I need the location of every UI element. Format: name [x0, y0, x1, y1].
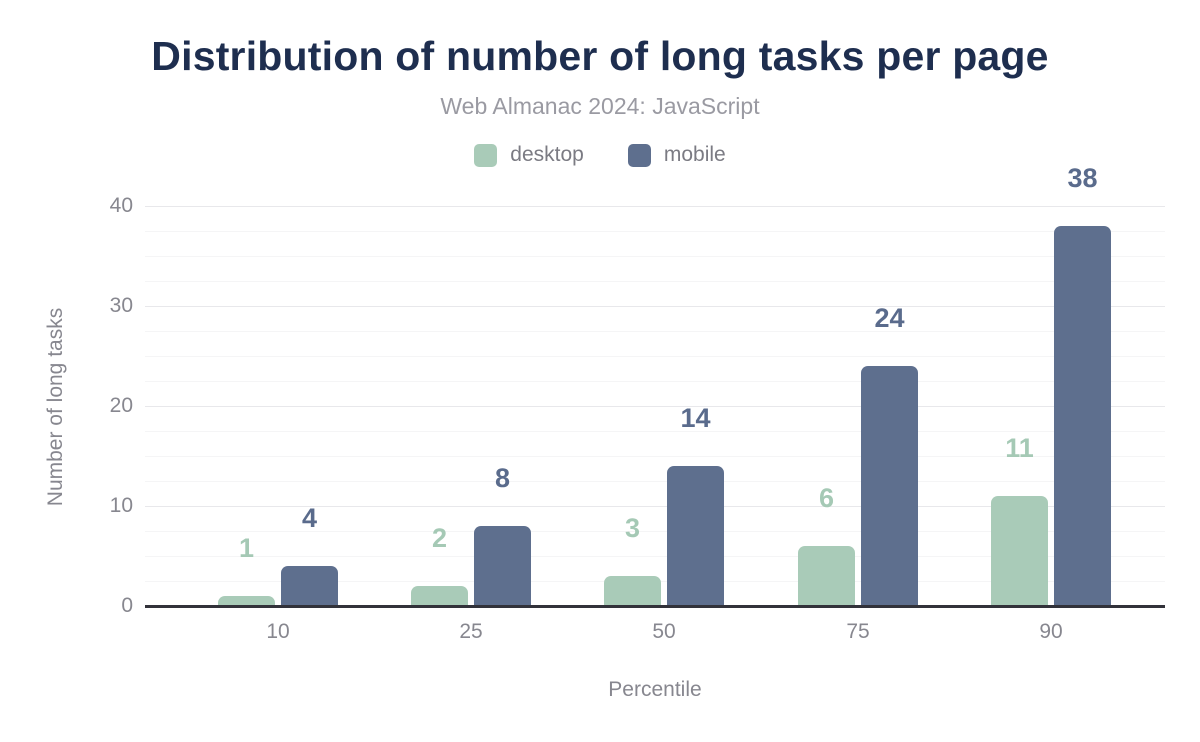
minor-gridline [145, 556, 1165, 557]
bar-mobile-p75 [861, 366, 918, 606]
minor-gridline [145, 531, 1165, 532]
legend-label-mobile: mobile [663, 143, 726, 166]
minor-gridline [145, 356, 1165, 357]
major-gridline [145, 406, 1165, 407]
legend: desktop mobile [0, 143, 1200, 167]
x-tick-label: 25 [459, 620, 483, 643]
minor-gridline [145, 256, 1165, 257]
legend-label-desktop: desktop [510, 143, 584, 166]
x-axis-line [145, 605, 1165, 608]
major-gridline [145, 506, 1165, 507]
bar-mobile-p10 [281, 566, 338, 606]
y-tick-label: 10 [109, 494, 133, 517]
x-tick-label: 50 [652, 620, 676, 643]
y-tick-label: 30 [109, 294, 133, 317]
bar-value-label: 8 [494, 463, 511, 493]
bar-desktop-p90 [991, 496, 1048, 606]
bar-mobile-p90 [1054, 226, 1111, 606]
bar-value-label: 11 [1005, 433, 1034, 463]
y-tick-label: 0 [121, 594, 133, 617]
minor-gridline [145, 381, 1165, 382]
bar-mobile-p50 [667, 466, 724, 606]
bar-value-label: 14 [680, 403, 711, 433]
legend-swatch-mobile [627, 143, 651, 167]
chart-subtitle: Web Almanac 2024: JavaScript [440, 93, 760, 119]
bar-mobile-p25 [474, 526, 531, 606]
x-tick-label: 90 [1039, 620, 1063, 643]
minor-gridline [145, 331, 1165, 332]
bar-desktop-p10 [218, 596, 275, 606]
minor-gridline [145, 231, 1165, 232]
y-tick-label: 20 [109, 394, 133, 417]
major-gridline [145, 306, 1165, 307]
bar-value-label: 1 [238, 533, 255, 563]
minor-gridline [145, 456, 1165, 457]
legend-item-mobile: mobile [627, 143, 726, 167]
x-tick-label: 10 [266, 620, 290, 643]
bar-desktop-p50 [604, 576, 661, 606]
bar-value-label: 38 [1067, 163, 1098, 193]
y-axis-title: Number of long tasks [44, 307, 67, 507]
major-gridline [145, 206, 1165, 207]
x-axis-title: Percentile [608, 678, 702, 701]
chart-title: Distribution of number of long tasks per… [151, 33, 1049, 79]
legend-swatch-desktop [474, 143, 498, 167]
bar-value-label: 3 [624, 513, 641, 543]
bar-value-label: 2 [431, 523, 448, 553]
bar-value-label: 6 [818, 483, 835, 513]
legend-item-desktop: desktop [474, 143, 584, 167]
x-tick-label: 75 [846, 620, 870, 643]
bar-desktop-p25 [411, 586, 468, 606]
y-tick-label: 40 [109, 194, 133, 217]
minor-gridline [145, 481, 1165, 482]
bar-desktop-p75 [798, 546, 855, 606]
bar-value-label: 4 [301, 503, 318, 533]
minor-gridline [145, 281, 1165, 282]
minor-gridline [145, 431, 1165, 432]
bar-value-label: 24 [874, 303, 905, 333]
